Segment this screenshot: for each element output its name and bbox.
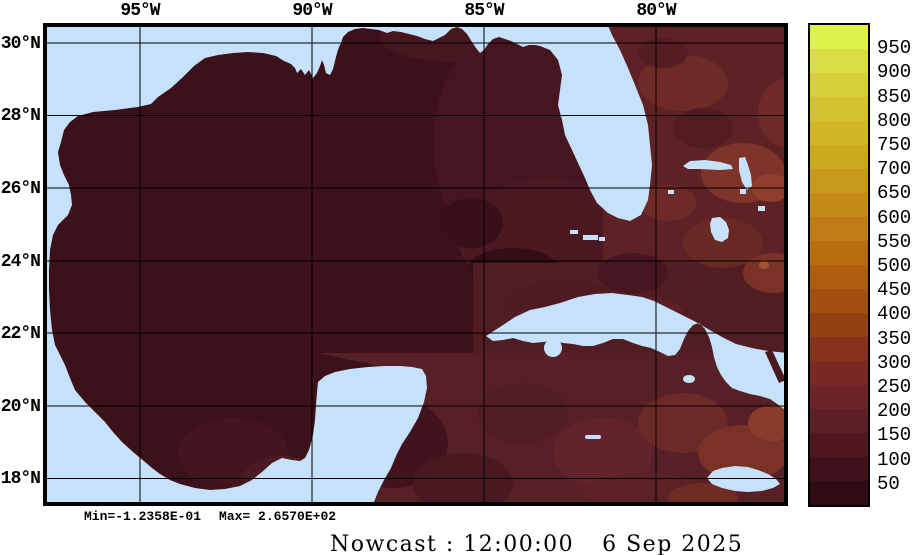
y-tick-22n: 22°N [0,324,41,344]
colorbar-tick: 950 [877,37,912,59]
stats-line: Min=-1.2358E-01 Max= 2.6570E+02 [84,509,354,524]
colorbar-band [810,169,868,193]
colorbar-band [810,25,868,49]
land-florida-keys-3 [599,237,605,241]
colorbar-tick: 800 [877,110,912,132]
land-isle-of-youth [544,339,562,357]
colorbar-tick: 250 [877,376,912,398]
land-andros [710,217,729,242]
land-abaco [739,157,752,190]
y-tick-18n: 18°N [0,469,41,489]
colorbar-tick: 150 [877,424,912,446]
colorbar-tick: 350 [877,328,912,350]
land-cay-sal [603,325,610,329]
colorbar-band [810,73,868,97]
colorbar-band [810,361,868,385]
colorbar-tick: 900 [877,61,912,83]
colorbar-band [810,121,868,145]
colorbar-tick: 600 [877,207,912,229]
colorbar-band [810,481,868,505]
field-min-value: Min=-1.2358E-01 [84,509,202,524]
y-tick-28n: 28°N [0,106,41,126]
land-new-providence [758,206,765,211]
colorbar-band [810,145,868,169]
colorbar-tick: 700 [877,158,912,180]
colorbar-band [810,241,868,265]
colorbar-tick: 200 [877,400,912,422]
x-tick-85w: 85°W [464,1,504,21]
colorbar [808,23,870,507]
land-cuba [486,293,788,412]
land-cay-south-cuba [683,375,695,383]
colorbar-band [810,457,868,481]
nowcast-time-label: Nowcast : 12:00:00 [330,532,575,555]
colorbar-tick: 650 [877,182,912,204]
water-notch-se-cuba [765,350,786,383]
x-tick-90w: 90°W [292,1,332,21]
grid-lines [43,23,788,506]
map-frame [43,23,788,506]
colorbar-tick: 50 [877,473,900,495]
colorbar-band [810,313,868,337]
colorbar-band [810,193,868,217]
y-tick-24n: 24°N [0,252,41,272]
land-florida-keys-2 [583,235,598,240]
land-cayman [585,435,601,439]
colorbar-tick: 750 [877,134,912,156]
colorbar-band [810,97,868,121]
y-tick-20n: 20°N [0,397,41,417]
colorbar-band [810,265,868,289]
colorbar-band [810,433,868,457]
x-tick-95w: 95°W [120,1,160,21]
colorbar-tick: 550 [877,231,912,253]
map-canvas [43,23,788,506]
colorbar-band [810,385,868,409]
y-tick-26n: 26°N [0,179,41,199]
colorbar-tick: 300 [877,352,912,374]
colorbar-band [810,289,868,313]
colorbar-band [810,49,868,73]
colorbar-tick: 500 [877,255,912,277]
colorbar-tick: 850 [877,86,912,108]
land-bimini [668,190,674,194]
land-grand-bahama [683,160,733,170]
colorbar-tick: 100 [877,449,912,471]
land-north-america-mexico-florida [43,23,652,506]
colorbar-band [810,217,868,241]
y-tick-30n: 30°N [0,34,41,54]
field-max-value: Max= 2.6570E+02 [219,509,337,524]
colorbar-tick: 400 [877,303,912,325]
colorbar-tick: 450 [877,279,912,301]
land-berry-islands [740,189,746,194]
land-shapes [43,23,788,506]
land-florida-keys-1 [570,230,578,234]
x-tick-80w: 80°W [636,1,676,21]
nowcast-date-label: 6 Sep 2025 [602,532,744,555]
footer-title: Nowcast : 12:00:00 6 Sep 2025 [330,532,743,555]
colorbar-band [810,409,868,433]
colorbar-band [810,337,868,361]
